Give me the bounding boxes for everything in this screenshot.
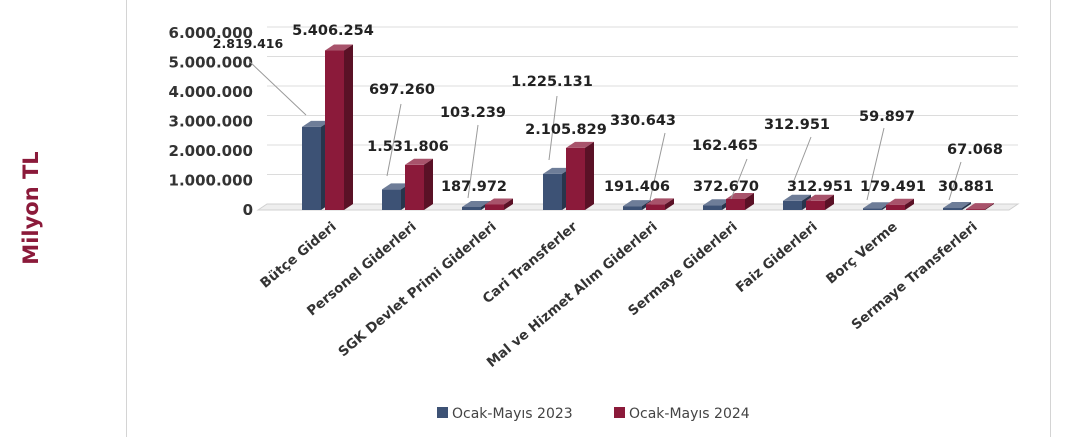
bar-top bbox=[566, 141, 594, 148]
bar-side bbox=[825, 194, 834, 210]
data-label-2023: 59.897 bbox=[859, 109, 915, 125]
bar-front bbox=[302, 126, 321, 210]
data-label-2023: 697.260 bbox=[369, 82, 435, 98]
bar-top bbox=[783, 194, 811, 201]
bar-front bbox=[382, 189, 401, 210]
bar-front bbox=[623, 206, 642, 210]
bar-top bbox=[382, 183, 410, 190]
y-tick-label: 0 bbox=[243, 201, 253, 219]
y-axis: 0 1.000.000 2.000.000 3.000.000 4.000.000 5.0… bbox=[169, 24, 253, 219]
data-label-2024: 312.951 bbox=[787, 179, 853, 195]
bar-front bbox=[462, 206, 481, 210]
bar-front bbox=[703, 205, 722, 210]
bar-side bbox=[504, 198, 513, 210]
bar-front bbox=[325, 50, 344, 211]
bar-side bbox=[745, 193, 754, 210]
leader-line bbox=[386, 103, 402, 177]
bar-front bbox=[485, 204, 504, 210]
bar-top bbox=[485, 198, 513, 205]
y-tick-label: 1.000.000 bbox=[169, 172, 253, 190]
bar-top bbox=[863, 202, 891, 209]
legend-swatch-2023 bbox=[437, 407, 448, 418]
bar-top bbox=[646, 198, 674, 205]
bar-front bbox=[726, 199, 745, 210]
bar-top bbox=[325, 44, 353, 51]
bar-top bbox=[543, 167, 571, 174]
bar-top bbox=[302, 120, 330, 127]
bar-front bbox=[783, 200, 802, 210]
data-label-2023: 312.951 bbox=[764, 117, 830, 133]
bar-top bbox=[806, 194, 834, 201]
leader-line bbox=[730, 158, 748, 200]
bar-side bbox=[424, 158, 433, 210]
bar-top bbox=[966, 203, 994, 210]
bar-side bbox=[985, 203, 994, 210]
data-label-2024: 372.670 bbox=[693, 179, 759, 195]
bar-front bbox=[806, 200, 825, 210]
legend-label-2023: Ocak-Mayıs 2023 bbox=[452, 406, 573, 422]
bar-top bbox=[703, 199, 731, 206]
category-label: Mal ve Hizmet Alım Giderleri bbox=[484, 219, 661, 371]
bar-top bbox=[623, 200, 651, 207]
bar-front bbox=[886, 204, 905, 210]
bar-front bbox=[566, 147, 585, 210]
leader-line bbox=[948, 161, 962, 201]
data-label-2024: 30.881 bbox=[938, 179, 994, 195]
bar-top bbox=[462, 200, 490, 207]
bar-front bbox=[405, 164, 424, 210]
category-label: SGK Devlet Primi Giderleri bbox=[335, 219, 499, 360]
data-label-2023: 67.068 bbox=[947, 142, 1003, 158]
bar-front bbox=[543, 173, 562, 210]
legend-swatch-2024 bbox=[614, 407, 625, 418]
data-label-2023: 162.465 bbox=[692, 138, 758, 154]
bar-front bbox=[943, 208, 962, 210]
data-label-2024: 191.406 bbox=[604, 179, 670, 195]
category-label: Borç Verme bbox=[823, 219, 900, 288]
leader-line bbox=[467, 124, 479, 199]
y-tick-label: 5.000.000 bbox=[169, 54, 253, 72]
data-label-2024: 2.105.829 bbox=[525, 122, 607, 138]
y-tick-label: 3.000.000 bbox=[169, 113, 253, 131]
bar-side bbox=[585, 141, 594, 210]
bar-side bbox=[905, 198, 914, 210]
chart-frame bbox=[126, 0, 1051, 437]
legend: Ocak-Mayıs 2023 Ocak-Mayıs 2024 bbox=[437, 406, 750, 422]
leader-line bbox=[866, 127, 885, 201]
bars bbox=[302, 44, 994, 211]
legend-label-2024: Ocak-Mayıs 2024 bbox=[629, 406, 750, 422]
data-label-2023: 330.643 bbox=[610, 113, 676, 129]
category-label: Bütçe Gideri bbox=[257, 219, 339, 292]
category-label: Faiz Giderleri bbox=[733, 219, 821, 296]
data-label-2023: 2.819.416 bbox=[213, 36, 284, 51]
data-label-2024: 1.531.806 bbox=[367, 139, 449, 155]
leader-lines bbox=[249, 61, 962, 201]
leader-line bbox=[249, 61, 307, 116]
bar-front bbox=[646, 204, 665, 210]
data-label-2024: 5.406.254 bbox=[292, 23, 374, 39]
bar-front bbox=[863, 208, 882, 210]
data-label-2024: 179.491 bbox=[860, 179, 926, 195]
data-labels: 2.819.416 5.406.254 697.260 1.531.806 103.23… bbox=[213, 23, 1003, 195]
bar-side bbox=[665, 198, 674, 210]
bar-side bbox=[962, 202, 971, 210]
bar-top bbox=[943, 202, 971, 209]
leader-line bbox=[649, 132, 666, 201]
data-label-2023: 103.239 bbox=[440, 105, 506, 121]
y-tick-label: 4.000.000 bbox=[169, 83, 253, 101]
bar-side bbox=[344, 44, 353, 211]
data-label-2024: 187.972 bbox=[441, 179, 507, 195]
bar-top bbox=[405, 158, 433, 165]
bar-front bbox=[966, 209, 985, 210]
data-label-2023: 1.225.131 bbox=[511, 74, 593, 90]
y-tick-label: 6.000.000 bbox=[169, 24, 253, 42]
leader-line bbox=[792, 136, 812, 184]
leader-line bbox=[548, 95, 558, 161]
bar-top bbox=[886, 198, 914, 205]
y-tick-label: 2.000.000 bbox=[169, 142, 253, 160]
